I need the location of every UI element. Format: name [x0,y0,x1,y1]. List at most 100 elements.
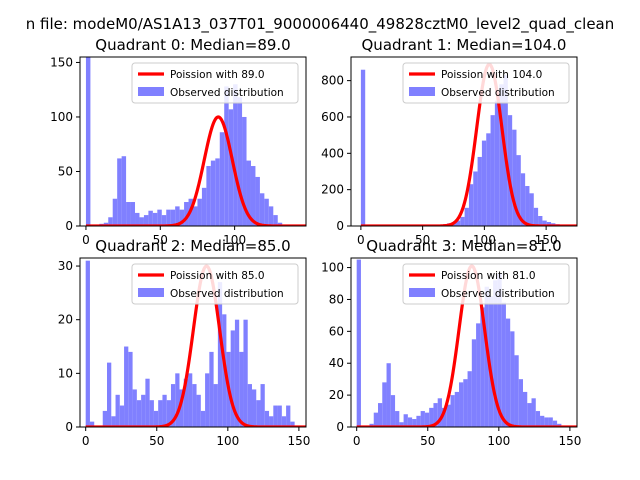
hist-bar [488,296,494,427]
subplot-3: 0 50 100 150 0 20 40 60 80 100 Quadrant 3: Median=… [321,237,581,448]
plot-area [84,260,306,427]
hist-bar [516,155,521,226]
hist-bar [205,373,210,427]
y-tick-label: 50 [58,164,73,178]
hist-bar [277,222,283,226]
hist-bar [213,384,218,427]
hist-bar [126,202,131,226]
hist-bar [103,222,109,226]
hist-bar [467,371,472,427]
y-tick-label: 200 [321,183,344,197]
hist-bar [219,132,225,226]
axes-frame [79,257,307,428]
hist-bar [412,419,417,427]
y-tick-label: 20 [329,388,344,402]
hist-bar [196,394,201,427]
hist-bar [157,209,162,226]
hist-bar [259,193,265,226]
x-tick-label: 100 [216,434,239,448]
y-tick-label: 100 [50,110,73,124]
subplot-title: Quadrant 1: Median=104.0 [362,36,567,54]
hist-bar [85,57,91,226]
subplot-2: 0 50 100 150 0 10 20 30 Quadrant 2: Median=85.0 P… [58,237,311,448]
hist-bar [158,400,163,427]
legend-poisson-label: Poission with 89.0 [170,69,265,81]
y-tick-label: 600 [321,110,344,124]
x-tick-label: 50 [149,434,164,448]
x-tick-label: 100 [473,233,496,247]
hist-bar [132,389,137,427]
subplot-1: 0 50 100 150 0 200 400 600 800 Quadrant 1: Median… [321,36,578,247]
hist-bar [542,220,547,226]
legend-hist-label: Observed distribution [441,87,555,99]
x-tick-label: 0 [82,233,90,247]
hist-bar [141,394,146,427]
legend-hist-label: Observed distribution [170,87,284,99]
hist-bar [124,346,129,427]
hist-bar [378,403,383,427]
hist-bar [437,398,442,427]
legend-hist-swatch [138,288,164,297]
hist-bar [230,330,235,427]
legend-poisson-label: Poission with 104.0 [441,69,542,81]
hist-bar [433,403,438,427]
hist-bar [102,410,108,427]
hist-bar [170,209,176,226]
hist-bar [175,206,180,226]
hist-bar [446,404,451,427]
x-tick-label: 50 [415,233,430,247]
hist-bar [533,207,539,226]
hist-bar [206,166,211,226]
hist-bar [459,382,464,427]
hist-bar [153,410,159,427]
legend: Poission with 89.0 Observed distribution [131,62,299,104]
hist-bar [286,405,291,427]
x-tick-label: 50 [153,233,168,247]
y-tick-label: 40 [329,356,344,370]
hist-bar [251,389,257,427]
hist-bar [544,417,549,427]
legend-hist-swatch [409,288,435,297]
hist-bar [162,394,167,427]
hist-bar [527,403,532,427]
hist-bar [139,217,144,226]
hist-bar [197,198,202,226]
legend-hist-swatch [409,87,435,96]
hist-bar [201,187,207,226]
hist-bar [399,422,404,427]
y-tick-label: 30 [58,259,73,273]
y-tick-label: 60 [329,324,344,338]
hist-bar [386,363,391,427]
x-tick-label: 150 [558,434,581,448]
hist-bar [481,140,487,226]
hist-bar [477,156,482,226]
y-tick-label: 800 [321,74,344,88]
hist-bar [360,69,366,226]
hist-bar [277,405,282,427]
hist-bar [499,84,504,226]
hist-bar [264,198,269,226]
hist-bar [246,160,251,226]
hist-bar [210,160,216,226]
hist-bar [490,115,495,226]
hist-bar [136,400,142,427]
legend-box [402,62,570,104]
hist-bar [269,416,274,427]
legend-poisson-label: Poission with 85.0 [170,270,265,282]
hist-bar [152,212,158,226]
hist-bar [552,420,558,427]
hist-bar [510,331,515,427]
axes-frame [79,56,307,227]
hist-bar [501,302,506,427]
hist-bar [233,84,238,226]
hist-bar [473,171,478,226]
hist-bar [429,407,434,427]
y-tick-label: 0 [336,420,344,434]
legend-poisson-label: Poission with 81.0 [441,270,536,282]
hist-bar [468,184,474,226]
hist-bar [403,414,408,427]
x-tick-label: 50 [420,434,435,448]
hist-bar [247,384,252,427]
hist-bar [525,186,530,226]
